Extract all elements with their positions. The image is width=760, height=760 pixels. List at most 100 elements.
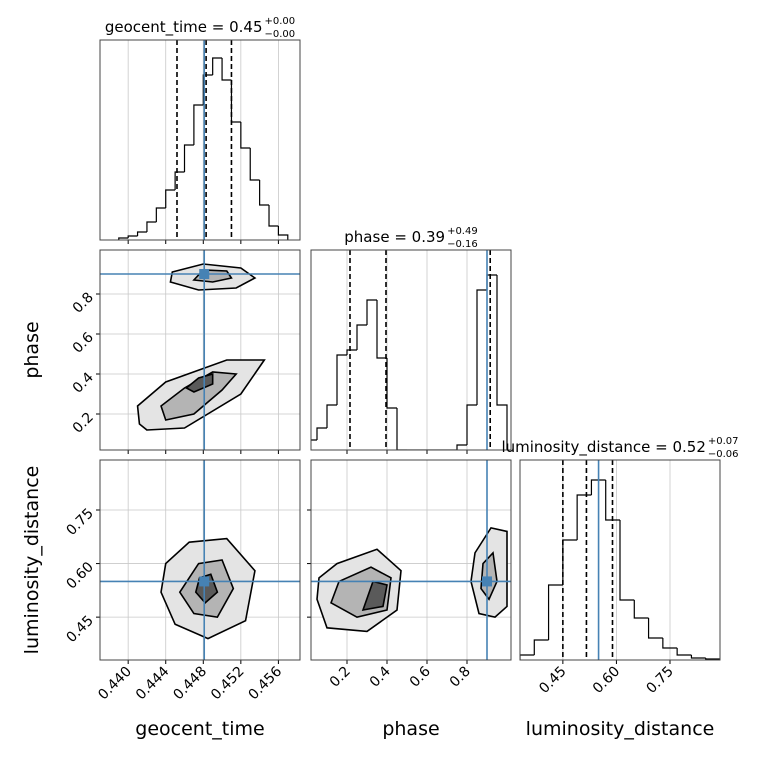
x-tick-label: 0.448 [170, 664, 210, 704]
histogram-bin [193, 104, 204, 145]
histogram-bin [277, 226, 289, 240]
panel-frame [99, 459, 301, 661]
histogram-bin [268, 205, 279, 227]
panel-frame [99, 249, 301, 451]
histogram-bin [356, 324, 367, 350]
panel-frame [99, 39, 301, 241]
x-tick-label: 0.60 [590, 664, 623, 697]
y-tick-label: 0.60 [63, 559, 96, 592]
x-tick-label: 0.444 [133, 663, 173, 703]
histogram-bin [662, 638, 678, 649]
panel-title: geocent_time = 0.45 [105, 18, 263, 37]
title-upper-error: +0.49 [447, 226, 478, 237]
y-tick-label: 0.8 [70, 290, 97, 317]
histogram-bin [456, 444, 467, 450]
histogram-bin [562, 539, 578, 585]
histogram-bin [249, 148, 260, 181]
histogram-bin [533, 639, 549, 655]
histogram-bin [647, 618, 663, 639]
y-tick-label: 0.4 [70, 369, 97, 396]
histogram-bin [174, 171, 185, 190]
title-lower-error: −0.00 [265, 29, 296, 40]
histogram-bin [230, 80, 241, 123]
x-tick-label: 0.456 [246, 663, 286, 703]
title-lower-error: −0.06 [708, 449, 739, 460]
histogram-bin [212, 57, 223, 75]
panel [100, 460, 300, 660]
histogram-bin [486, 274, 497, 290]
panel [118, 40, 289, 240]
contour [361, 580, 388, 612]
histogram-bin [576, 494, 592, 540]
histogram-bin [127, 235, 138, 238]
histogram-bin [466, 404, 477, 445]
histogram-bin [590, 479, 606, 495]
y-axis-label: phase [21, 321, 43, 378]
histogram-bin [346, 349, 357, 355]
histogram-bin [496, 275, 508, 450]
title-upper-error: +0.07 [708, 436, 739, 447]
histogram-bin [326, 404, 337, 428]
histogram-bin [336, 354, 347, 405]
x-tick-label: 0.45 [536, 664, 569, 697]
histogram-bin [118, 237, 129, 240]
histogram-bin [366, 299, 377, 325]
histogram-bin [386, 358, 397, 409]
histogram-bin [311, 439, 317, 441]
contour [160, 371, 238, 421]
histogram-bin [240, 122, 251, 149]
histogram-bin [690, 655, 706, 659]
histogram-bin [316, 427, 327, 440]
x-axis-label: geocent_time [135, 718, 264, 740]
histogram-bin [376, 300, 387, 359]
x-tick-label: 0.75 [643, 664, 676, 697]
panel-title: phase = 0.39 [344, 228, 445, 246]
panel [520, 460, 720, 660]
panel-frame [519, 459, 721, 661]
x-tick-label: 0.452 [208, 664, 248, 704]
truth-marker [482, 576, 492, 587]
panel [311, 250, 508, 450]
title-lower-error: −0.16 [447, 239, 478, 250]
histogram-bin [202, 74, 213, 105]
x-tick-label: 0.4 [367, 663, 394, 690]
histogram-bin [619, 520, 635, 601]
x-tick-label: 0.6 [407, 663, 434, 690]
panel [311, 460, 511, 660]
truth-marker [199, 576, 210, 587]
histogram-bin [165, 189, 176, 208]
y-tick-label: 0.6 [70, 329, 97, 356]
title-upper-error: +0.00 [265, 16, 296, 27]
y-tick-label: 0.2 [70, 410, 97, 437]
histogram-bin [396, 408, 407, 450]
x-tick-label: 0.440 [95, 664, 135, 704]
histogram-bin [676, 648, 692, 656]
panel-frame [310, 459, 512, 661]
histogram-bin [259, 180, 270, 206]
histogram-bin [183, 144, 194, 172]
histogram-bin [146, 221, 157, 232]
truth-marker [199, 269, 210, 279]
x-tick-label: 0.8 [447, 664, 474, 691]
y-tick-label: 0.45 [63, 613, 96, 646]
x-axis-label: luminosity_distance [526, 718, 715, 740]
histogram-bin [136, 231, 147, 236]
y-axis-label: luminosity_distance [21, 466, 43, 655]
histogram-bin [476, 289, 487, 405]
x-tick-label: 0.2 [327, 664, 354, 691]
y-tick-label: 0.75 [63, 506, 96, 539]
histogram-bin [547, 584, 563, 640]
histogram-bin [155, 207, 166, 222]
histogram-bin [520, 654, 535, 660]
histogram-bin [221, 58, 232, 81]
histogram-bin [605, 480, 620, 521]
panel-frame [310, 249, 512, 451]
panel [100, 250, 300, 450]
panel-title: luminosity_distance = 0.52 [501, 438, 705, 457]
histogram-bin [633, 600, 649, 619]
histogram-bin [705, 658, 720, 660]
x-axis-label: phase [382, 718, 439, 740]
contour [184, 372, 214, 393]
